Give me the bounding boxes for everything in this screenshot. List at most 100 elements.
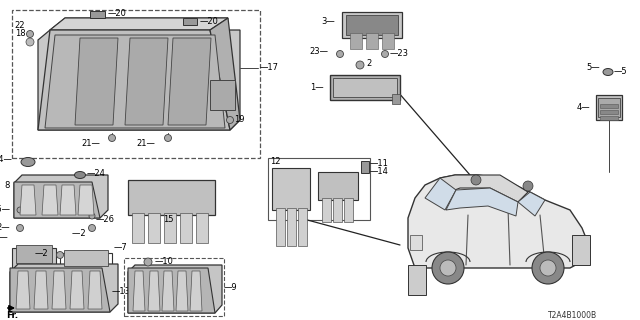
Polygon shape — [14, 182, 100, 218]
Polygon shape — [128, 180, 215, 215]
Text: 12: 12 — [270, 157, 280, 166]
Text: —5: —5 — [614, 68, 628, 76]
Polygon shape — [272, 168, 310, 210]
Bar — [382, 33, 394, 49]
Polygon shape — [168, 38, 211, 125]
Text: 8: 8 — [4, 180, 10, 189]
Polygon shape — [183, 18, 197, 25]
Bar — [333, 198, 342, 222]
Bar — [60, 253, 112, 275]
Bar — [572, 235, 590, 265]
Bar — [276, 208, 285, 246]
Polygon shape — [333, 78, 397, 97]
Text: 4—: 4— — [577, 103, 590, 113]
Polygon shape — [446, 188, 518, 216]
Text: 2—: 2— — [0, 222, 10, 231]
Polygon shape — [52, 271, 66, 309]
Text: 21—: 21— — [136, 139, 155, 148]
Text: —26: —26 — [96, 215, 115, 225]
Text: —20: —20 — [200, 18, 219, 27]
Polygon shape — [45, 35, 225, 128]
Polygon shape — [38, 30, 230, 130]
Polygon shape — [425, 178, 456, 210]
Text: Fr.: Fr. — [6, 310, 18, 319]
Circle shape — [523, 181, 533, 191]
Text: 22: 22 — [14, 21, 24, 30]
Bar — [366, 33, 378, 49]
Polygon shape — [210, 18, 240, 130]
Polygon shape — [440, 175, 528, 202]
Bar — [350, 33, 362, 49]
Text: 24—: 24— — [0, 155, 12, 164]
Circle shape — [471, 175, 481, 185]
Text: 5—: 5— — [586, 63, 600, 73]
Text: 6—: 6— — [0, 234, 8, 243]
Polygon shape — [190, 271, 202, 311]
Bar — [164, 213, 176, 243]
Bar — [210, 80, 235, 110]
Text: —13: —13 — [112, 287, 131, 297]
Circle shape — [432, 252, 464, 284]
Polygon shape — [50, 18, 228, 30]
Ellipse shape — [74, 172, 86, 179]
Text: 21—: 21— — [81, 139, 100, 148]
Bar — [196, 213, 208, 243]
Circle shape — [26, 30, 33, 37]
Circle shape — [337, 51, 344, 58]
Bar — [392, 94, 400, 104]
Bar — [12, 10, 260, 158]
Polygon shape — [34, 271, 48, 309]
Text: —2: —2 — [35, 250, 48, 259]
Circle shape — [540, 260, 556, 276]
Polygon shape — [176, 271, 188, 311]
Circle shape — [89, 213, 95, 219]
Bar — [410, 235, 422, 250]
Polygon shape — [518, 192, 545, 216]
Polygon shape — [60, 185, 76, 215]
Polygon shape — [162, 271, 174, 311]
Polygon shape — [10, 268, 110, 312]
Polygon shape — [20, 185, 36, 215]
Bar — [132, 213, 144, 243]
Polygon shape — [88, 271, 102, 309]
Polygon shape — [125, 38, 168, 125]
Polygon shape — [128, 265, 222, 313]
Bar — [124, 258, 224, 316]
Bar — [600, 116, 618, 120]
Polygon shape — [596, 95, 622, 120]
Polygon shape — [38, 30, 240, 130]
Text: —10: —10 — [155, 257, 174, 266]
Bar — [600, 104, 618, 108]
Polygon shape — [78, 185, 94, 215]
Polygon shape — [16, 271, 30, 309]
Text: —9: —9 — [224, 284, 237, 292]
Bar — [600, 110, 618, 114]
Text: —23: —23 — [390, 49, 409, 58]
Text: —7: —7 — [114, 244, 128, 252]
Bar — [408, 265, 426, 295]
Polygon shape — [346, 15, 398, 35]
Polygon shape — [318, 172, 358, 200]
Circle shape — [109, 134, 115, 141]
Bar — [64, 250, 108, 266]
Polygon shape — [598, 98, 620, 117]
Polygon shape — [14, 175, 108, 218]
Circle shape — [227, 116, 234, 124]
Polygon shape — [50, 18, 228, 30]
Bar — [344, 198, 353, 222]
Circle shape — [532, 252, 564, 284]
Bar — [361, 161, 369, 173]
Circle shape — [164, 134, 172, 141]
Text: 2: 2 — [366, 59, 371, 68]
Circle shape — [144, 258, 152, 266]
Ellipse shape — [21, 157, 35, 166]
Bar — [16, 245, 52, 263]
Text: —24: —24 — [87, 169, 106, 178]
Polygon shape — [42, 185, 58, 215]
Text: 15: 15 — [163, 215, 173, 225]
Text: 18: 18 — [15, 29, 26, 38]
Bar — [322, 198, 331, 222]
Text: 3—: 3— — [321, 18, 335, 27]
Text: —14: —14 — [370, 167, 389, 177]
Text: 23—: 23— — [309, 47, 328, 57]
